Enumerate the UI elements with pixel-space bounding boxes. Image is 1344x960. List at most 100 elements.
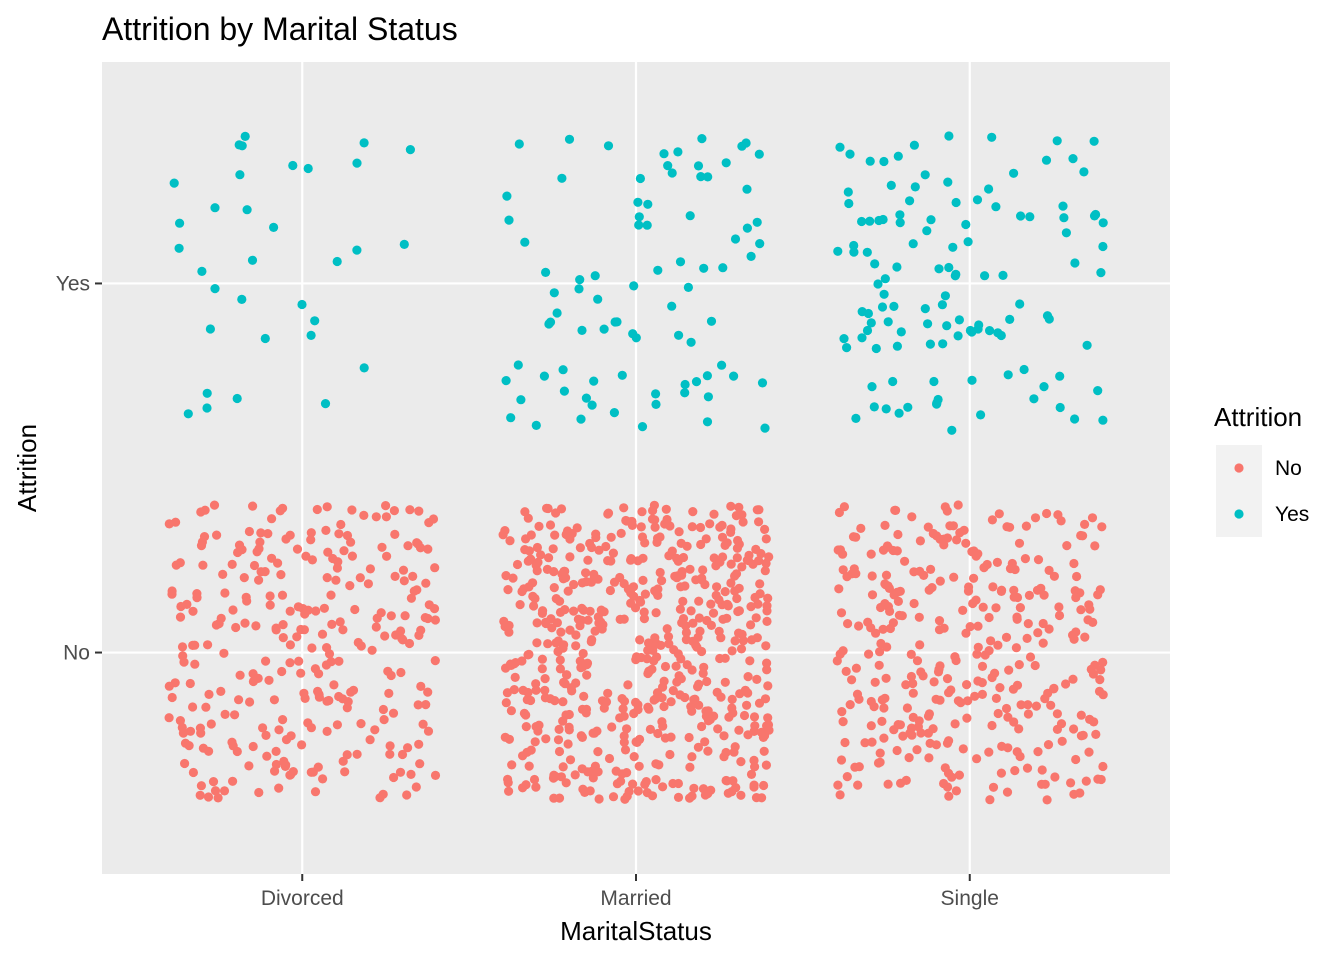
data-point-no-married xyxy=(694,679,704,689)
data-point-no-divorced xyxy=(192,593,202,603)
data-point-yes-single xyxy=(896,327,906,337)
data-point-no-single xyxy=(883,779,893,789)
data-point-no-married xyxy=(703,789,713,799)
data-point-no-divorced xyxy=(331,575,341,585)
data-point-no-single xyxy=(834,584,844,594)
data-point-no-married xyxy=(654,760,664,770)
data-point-no-divorced xyxy=(413,539,423,549)
data-point-no-single xyxy=(973,621,983,631)
data-point-no-married xyxy=(633,786,643,796)
data-point-no-divorced xyxy=(423,544,433,554)
data-point-no-divorced xyxy=(413,700,423,710)
data-point-no-married xyxy=(681,627,692,638)
data-point-no-single xyxy=(973,642,983,652)
data-point-no-married xyxy=(619,711,629,721)
data-point-yes-married xyxy=(675,257,686,267)
data-point-no-divorced xyxy=(230,710,240,720)
data-point-no-single xyxy=(1076,605,1086,615)
data-point-no-single xyxy=(874,660,884,670)
data-point-no-married xyxy=(507,760,517,770)
data-point-yes-divorced xyxy=(310,316,320,326)
data-point-yes-divorced xyxy=(303,163,313,174)
data-point-no-married xyxy=(745,656,755,666)
data-point-no-single xyxy=(1093,774,1103,784)
data-point-no-single xyxy=(1078,730,1088,740)
data-point-no-single xyxy=(880,579,890,589)
data-point-no-single xyxy=(866,623,876,633)
data-point-yes-single xyxy=(926,215,936,225)
data-point-no-single xyxy=(842,772,852,782)
data-point-no-single xyxy=(1012,612,1022,622)
data-point-yes-single xyxy=(1070,258,1080,268)
data-point-no-married xyxy=(591,532,601,543)
data-point-no-married xyxy=(720,677,730,687)
data-point-no-married xyxy=(518,685,528,696)
data-point-no-single xyxy=(987,672,997,683)
data-point-yes-married xyxy=(683,282,694,292)
legend-key-no xyxy=(1234,463,1244,473)
data-point-no-divorced xyxy=(281,534,291,544)
data-point-no-single xyxy=(1023,700,1033,710)
data-point-yes-divorced xyxy=(235,170,245,180)
data-point-no-married xyxy=(697,573,707,583)
data-point-yes-divorced xyxy=(352,245,362,255)
data-point-no-married xyxy=(694,613,705,623)
data-point-no-single xyxy=(1031,701,1041,711)
data-point-yes-married xyxy=(590,271,600,281)
data-point-no-divorced xyxy=(355,573,365,583)
data-point-no-divorced xyxy=(180,758,190,769)
data-point-no-divorced xyxy=(335,617,345,627)
data-point-no-married xyxy=(720,653,730,663)
data-point-yes-married xyxy=(576,414,586,424)
data-point-no-married xyxy=(761,534,771,544)
data-point-no-married xyxy=(524,582,534,592)
data-point-no-divorced xyxy=(381,501,391,511)
data-point-yes-divorced xyxy=(202,388,212,398)
data-point-yes-single xyxy=(954,315,965,325)
data-point-no-divorced xyxy=(352,749,362,759)
data-point-yes-single xyxy=(933,394,943,405)
data-point-no-married xyxy=(718,552,728,562)
data-point-no-married xyxy=(732,553,742,563)
data-point-no-married xyxy=(559,566,569,577)
data-point-no-married xyxy=(727,646,737,656)
data-point-no-single xyxy=(970,691,980,701)
data-point-no-married xyxy=(631,697,641,708)
data-point-no-married xyxy=(762,665,772,675)
data-point-no-single xyxy=(836,608,847,618)
data-point-no-married xyxy=(532,638,542,648)
data-point-no-married xyxy=(537,654,548,664)
data-point-no-divorced xyxy=(258,723,268,733)
data-point-no-single xyxy=(873,758,884,768)
data-point-no-single xyxy=(958,744,968,754)
data-point-no-single xyxy=(894,610,905,620)
data-point-no-single xyxy=(1071,592,1081,603)
data-point-yes-divorced xyxy=(399,239,409,249)
data-point-no-single xyxy=(925,738,935,749)
data-point-no-single xyxy=(1015,751,1025,762)
data-point-no-single xyxy=(1023,709,1033,719)
data-point-no-married xyxy=(681,621,691,631)
data-point-no-married xyxy=(499,616,509,627)
data-point-no-single xyxy=(875,748,885,758)
data-point-no-married xyxy=(760,566,770,576)
data-point-yes-divorced xyxy=(232,393,242,404)
data-point-no-divorced xyxy=(264,675,274,685)
data-point-no-single xyxy=(843,619,853,629)
data-point-no-single xyxy=(1086,664,1096,675)
data-point-yes-single xyxy=(1089,136,1099,146)
data-point-no-single xyxy=(885,623,896,634)
data-point-yes-married xyxy=(603,141,614,151)
data-point-no-married xyxy=(687,752,697,762)
data-point-no-married xyxy=(554,724,564,735)
data-point-yes-divorced xyxy=(169,178,179,188)
data-point-no-single xyxy=(906,671,917,682)
data-point-no-married xyxy=(749,712,760,722)
data-point-no-married xyxy=(541,618,551,629)
data-point-no-married xyxy=(726,559,736,569)
data-point-no-married xyxy=(593,574,603,584)
data-point-no-single xyxy=(944,688,954,698)
data-point-no-single xyxy=(1003,712,1013,722)
data-point-no-single xyxy=(876,638,886,649)
data-point-no-divorced xyxy=(398,565,409,575)
